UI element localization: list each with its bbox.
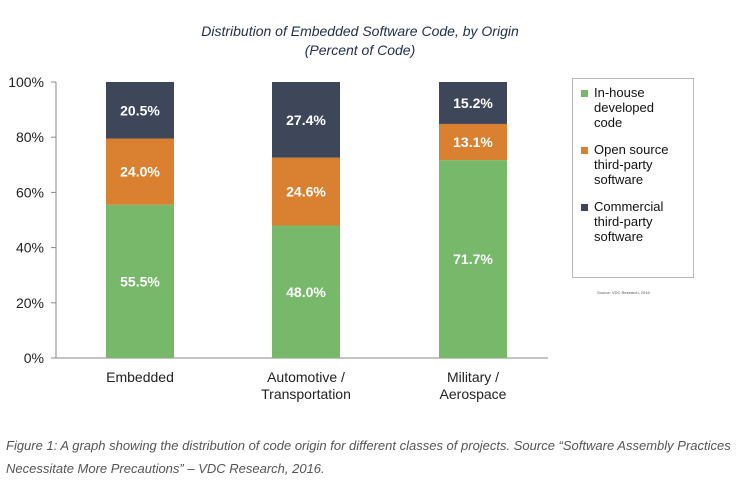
bar-segment [439,123,507,161]
data-label: 15.2% [453,95,493,111]
legend-label-in-house: In-house developed code [594,85,654,130]
figure-caption: Figure 1: A graph showing the distributi… [6,438,731,476]
x-tick-label: Military / Aerospace [440,369,507,402]
bar-segment [106,204,174,358]
data-label: 13.1% [453,134,493,150]
chart-title-block: Distribution of Embedded Software Code, … [150,22,570,60]
data-label: 27.4% [286,112,326,128]
chart-subtitle: (Percent of Code) [304,42,416,58]
legend-swatch-open-source [581,147,588,154]
bar-segment [106,82,174,139]
x-tick-label: Embedded [106,369,174,385]
y-tick-label: 0% [24,350,44,366]
data-label: 24.0% [120,164,160,180]
y-tick-label: 80% [16,129,44,145]
legend-item-in-house: In-house developed code [581,85,687,130]
bar-segment [272,82,340,158]
legend-swatch-commercial [581,204,588,211]
data-label: 71.7% [453,251,493,267]
legend-swatch-in-house [581,90,588,97]
x-tick-label: Automotive / Transportation [261,369,351,402]
source-note: Source: VDC Research, 2016 [597,290,650,295]
legend-label-commercial: Commercial third-party software [594,199,664,244]
data-label: 20.5% [120,102,160,118]
bar-segment [439,82,507,124]
legend: In-house developed code Open source thir… [572,78,694,278]
plot-area: 0% 20% 40% 60% 80% 100% 55.5% 24.0% 20.5% Embedde… [8,74,548,402]
bar-segment [272,225,340,358]
legend-label-open-source: Open source third-party software [594,142,669,187]
y-tick-label: 40% [16,240,44,256]
data-label: 24.6% [286,184,326,200]
y-tick-label: 60% [16,184,44,200]
y-tick-label: 20% [16,295,44,311]
bar-segment [439,160,507,358]
chart-title: Distribution of Embedded Software Code, … [201,23,519,39]
bar-segment [272,157,340,226]
data-label: 55.5% [120,273,160,289]
legend-item-open-source: Open source third-party software [581,142,687,187]
legend-item-commercial: Commercial third-party software [581,199,687,244]
y-tick-label: 100% [8,74,44,90]
data-label: 48.0% [286,284,326,300]
bar-segment [106,138,174,205]
